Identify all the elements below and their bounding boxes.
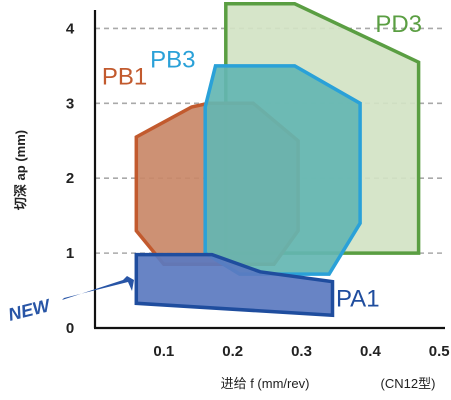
area-pb3 [203,64,362,276]
tick-labels: 0.1 0.2 0.3 0.4 0.5 0 1 2 3 4 [66,20,450,360]
y-tick-label: 3 [66,95,74,112]
new-badge: NEW [6,276,134,325]
series-label-pd3: PD3 [375,11,422,38]
series-label-pa1: PA1 [336,285,380,312]
x-tick-label: 0.2 [222,343,243,360]
area-pa1 [134,252,335,318]
y-tick-label: 2 [66,170,74,187]
series-label-pb1: PB1 [102,64,147,91]
axes [93,10,445,330]
x-tick-label: 0.1 [153,343,174,360]
new-badge-label: NEW [6,295,54,325]
y-tick-label: 4 [66,20,75,37]
x-tick-label: 0.3 [291,343,312,360]
chart-areas [134,2,421,318]
series-label-pb3: PB3 [150,46,195,73]
y-tick-label: 1 [66,245,74,262]
x-tick-label: 0.4 [360,343,382,360]
x-axis-label: 进给 f (mm/rev) [221,376,310,391]
chart-note: (CN12型) [381,376,436,391]
y-axis-label: 切深 ap (mm) [13,130,28,210]
y-tick-label: 0 [66,320,74,337]
new-badge-arrow [62,276,134,300]
x-tick-label: 0.5 [429,343,450,360]
